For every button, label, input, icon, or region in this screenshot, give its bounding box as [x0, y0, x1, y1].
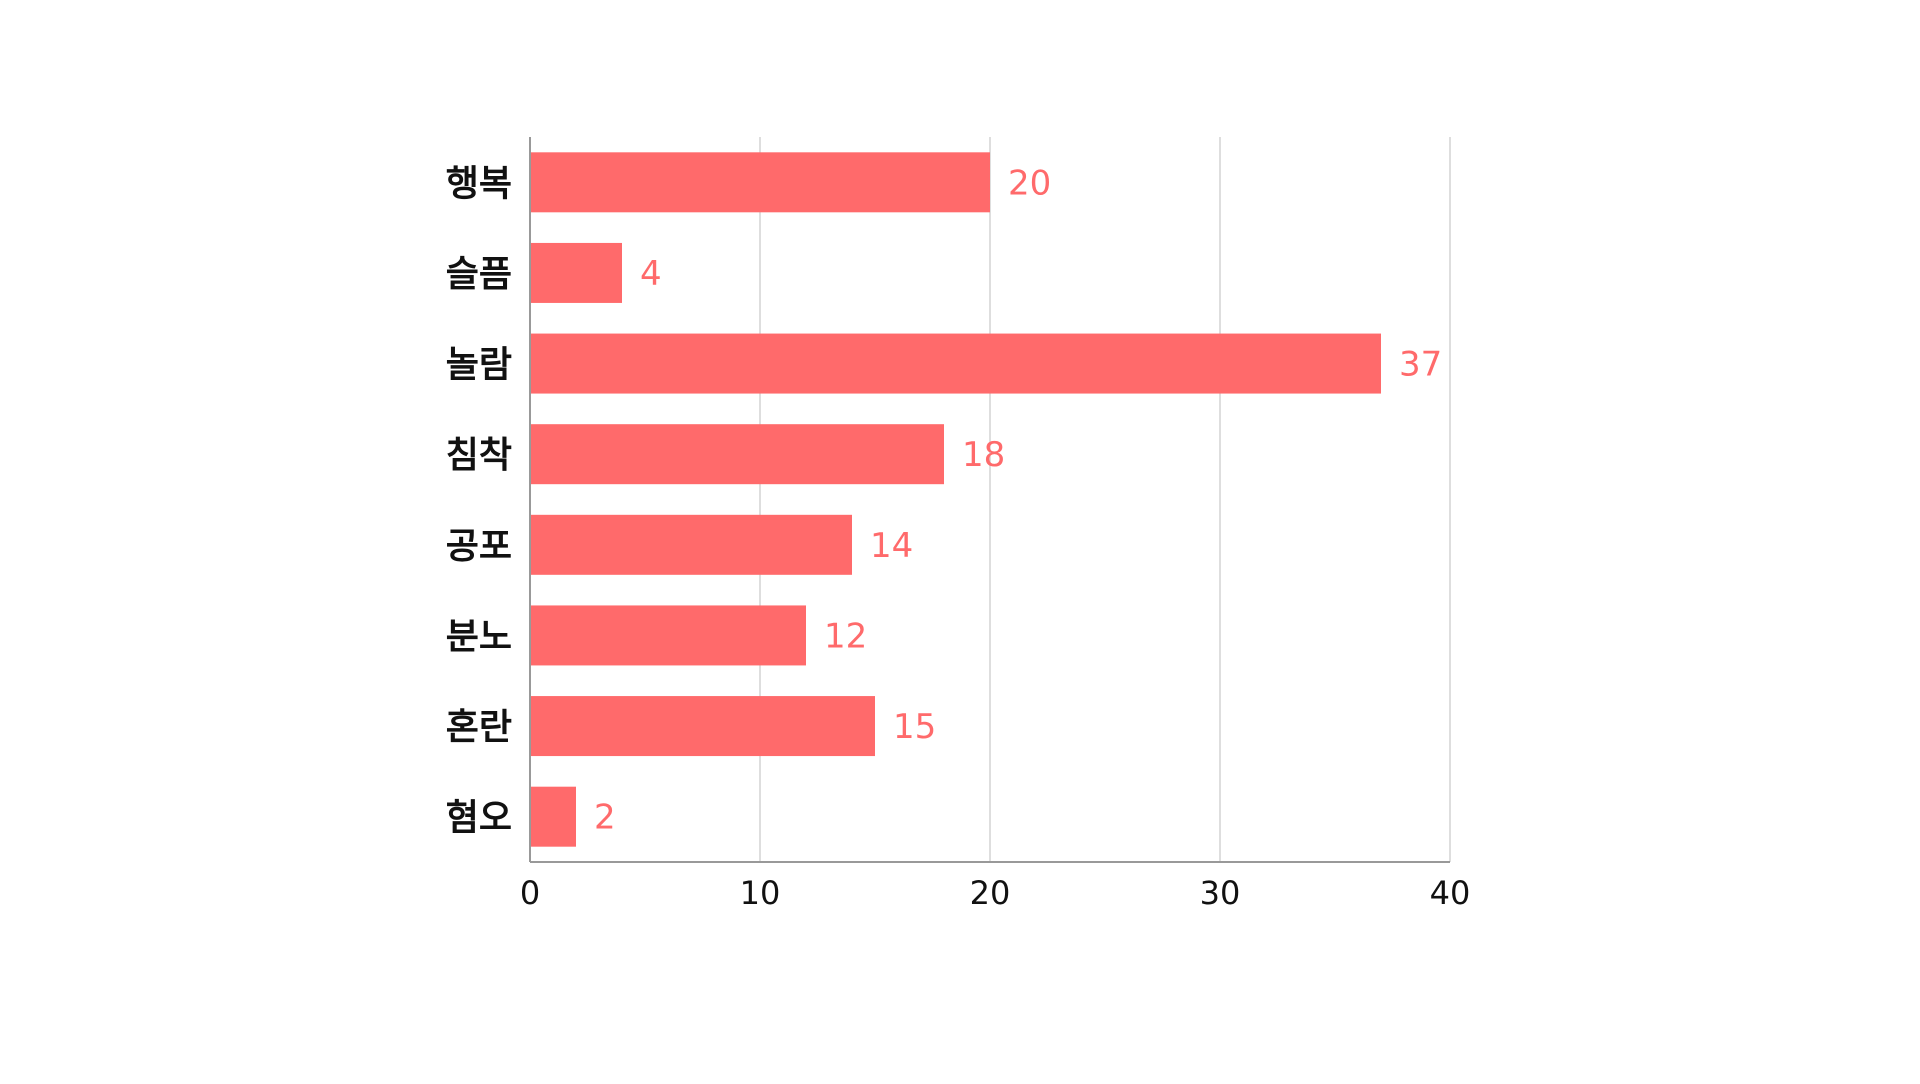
- x-tick-label: 40: [1430, 874, 1471, 912]
- x-tick-label: 20: [970, 874, 1011, 912]
- x-tick-label: 10: [740, 874, 781, 912]
- data-label: 2: [594, 798, 616, 838]
- bar: [530, 242, 622, 303]
- bar: [530, 605, 806, 666]
- bar: [530, 696, 875, 757]
- bar: [530, 333, 1381, 394]
- data-label: 18: [962, 435, 1005, 475]
- axis-layer: [529, 137, 1450, 863]
- data-label: 20: [1008, 163, 1051, 203]
- bar-layer: [530, 152, 1381, 847]
- data-label: 37: [1399, 345, 1442, 385]
- category-label: 공포: [446, 526, 512, 567]
- category-label: 혐오: [446, 798, 512, 839]
- category-label: 행복: [446, 163, 512, 204]
- label-layer: 0 10 20 30 40 행복 20 슬픔 4 놀람 37 침착 18 공포 14 분노 12 혼란 15 혐오 2: [446, 163, 1471, 912]
- category-label: 슬픔: [446, 254, 512, 295]
- data-label: 15: [893, 707, 936, 747]
- category-label: 분노: [446, 616, 512, 657]
- category-label: 혼란: [446, 707, 512, 748]
- bar: [530, 424, 944, 485]
- bar: [530, 152, 990, 213]
- x-tick-label: 0: [520, 874, 540, 912]
- bar: [530, 514, 852, 575]
- x-tick-label: 30: [1200, 874, 1241, 912]
- data-label: 4: [640, 254, 662, 294]
- bar: [530, 786, 576, 847]
- category-label: 침착: [446, 435, 512, 476]
- data-label: 14: [870, 526, 913, 566]
- data-label: 12: [824, 616, 867, 656]
- category-label: 놀람: [446, 345, 512, 386]
